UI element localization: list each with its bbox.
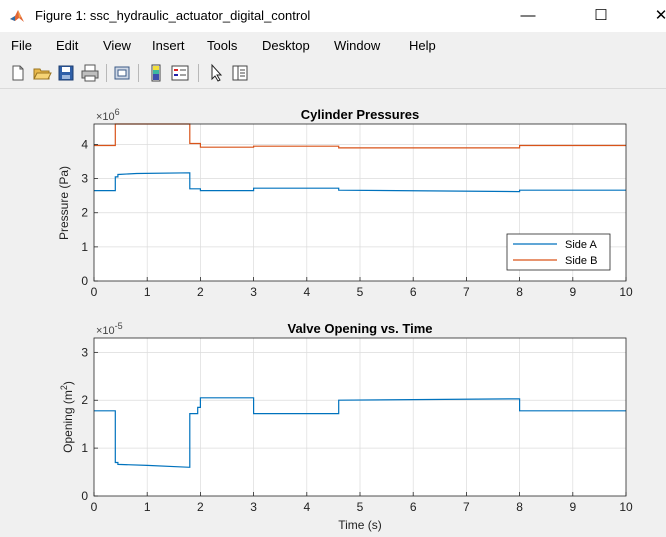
menu-help[interactable]: Help <box>409 38 436 53</box>
pressure-xtick-label: 2 <box>197 285 204 299</box>
valve-xtick-label: 4 <box>303 500 310 514</box>
pointer-icon[interactable] <box>206 63 226 83</box>
menu-view[interactable]: View <box>103 38 131 53</box>
pressure-series-side-a <box>94 172 626 193</box>
pressure-xtick-label: 4 <box>303 285 310 299</box>
close-button[interactable]: ✕ <box>654 7 666 24</box>
pressure-xtick-label: 10 <box>619 285 633 299</box>
toolbar-separator <box>106 64 107 82</box>
valve-ytick-label: 3 <box>81 345 88 359</box>
valve-xtick-label: 10 <box>619 500 633 514</box>
legend-label-side-b: Side B <box>565 255 597 267</box>
pressure-plot-title: Cylinder Pressures <box>301 107 420 122</box>
pressure-ytick-label: 1 <box>81 240 88 254</box>
valve-xtick-label: 1 <box>144 500 151 514</box>
pressure-ytick-label: 3 <box>81 172 88 186</box>
valve-series-opening <box>94 397 626 468</box>
pressure-xtick-label: 9 <box>569 285 576 299</box>
valve-xtick-label: 8 <box>516 500 523 514</box>
pressure-xtick-label: 1 <box>144 285 151 299</box>
maximize-button[interactable]: ☐ <box>594 7 608 24</box>
valve-xtick-label: 0 <box>91 500 98 514</box>
valve-ytick-label: 0 <box>81 489 88 503</box>
pressure-legend[interactable]: Side A Side B <box>506 233 611 271</box>
pressure-xtick-label: 6 <box>410 285 417 299</box>
property-inspector-icon[interactable] <box>230 63 250 83</box>
valve-ytick-label: 2 <box>81 393 88 407</box>
pressure-xtick-label: 8 <box>516 285 523 299</box>
valve-xlabel: Time (s) <box>338 518 382 532</box>
pressure-xtick-label: 5 <box>357 285 364 299</box>
valve-xtick-label: 5 <box>357 500 364 514</box>
pressure-plot: 0 1 2 3 4 5 6 7 8 9 10 0 1 2 3 4 Cylinder Pressures ×10… <box>57 107 633 299</box>
window-title: Figure 1: ssc_hydraulic_actuator_digital… <box>35 8 311 23</box>
toolbar-separator <box>138 64 139 82</box>
pressure-xtick-label: 3 <box>250 285 257 299</box>
valve-ytick-label: 1 <box>81 441 88 455</box>
pressure-xtick-label: 0 <box>91 285 98 299</box>
valve-xtick-label: 9 <box>569 500 576 514</box>
valve-exponent-label: ×10-5 <box>96 321 123 337</box>
matlab-icon <box>10 10 24 22</box>
legend-icon[interactable] <box>170 63 190 83</box>
menu-bar: File Edit View Insert Tools Desktop Wind… <box>0 32 666 58</box>
pressure-ytick-label: 0 <box>81 274 88 288</box>
colorbar-icon[interactable] <box>146 63 166 83</box>
toolbar-separator <box>198 64 199 82</box>
menu-file[interactable]: File <box>11 38 32 53</box>
pressure-exponent-label: ×106 <box>96 107 120 123</box>
menu-edit[interactable]: Edit <box>56 38 79 53</box>
valve-ylabel: Opening (m2) <box>59 381 75 453</box>
new-figure-icon[interactable] <box>8 63 28 83</box>
valve-plot-title: Valve Opening vs. Time <box>288 321 433 336</box>
link-icon[interactable] <box>112 63 132 83</box>
pressure-ytick-label: 2 <box>81 206 88 220</box>
menu-tools[interactable]: Tools <box>207 38 238 53</box>
valve-xtick-label: 2 <box>197 500 204 514</box>
minimize-button[interactable]: — <box>520 7 536 24</box>
pressure-xtick-label: 7 <box>463 285 470 299</box>
open-file-icon[interactable] <box>32 63 52 83</box>
window-titlebar: Figure 1: ssc_hydraulic_actuator_digital… <box>0 0 666 32</box>
print-icon[interactable] <box>80 63 100 83</box>
legend-box <box>506 233 611 271</box>
menu-desktop[interactable]: Desktop <box>262 38 310 53</box>
save-icon[interactable] <box>56 63 76 83</box>
pressure-ytick-label: 4 <box>81 137 88 151</box>
valve-xtick-label: 3 <box>250 500 257 514</box>
valve-xtick-label: 6 <box>410 500 417 514</box>
figure-toolbar <box>0 58 666 89</box>
valve-lines <box>94 397 626 468</box>
valve-tick-labels: 0 1 2 3 4 5 6 7 8 9 10 0 1 2 3 <box>81 345 633 514</box>
valve-xtick-label: 7 <box>463 500 470 514</box>
legend-label-side-a: Side A <box>565 239 597 251</box>
menu-window[interactable]: Window <box>334 38 381 53</box>
pressure-tick-labels: 0 1 2 3 4 5 6 7 8 9 10 0 1 2 3 4 <box>81 137 633 299</box>
pressure-ylabel: Pressure (Pa) <box>57 166 71 240</box>
menu-insert[interactable]: Insert <box>152 38 185 53</box>
